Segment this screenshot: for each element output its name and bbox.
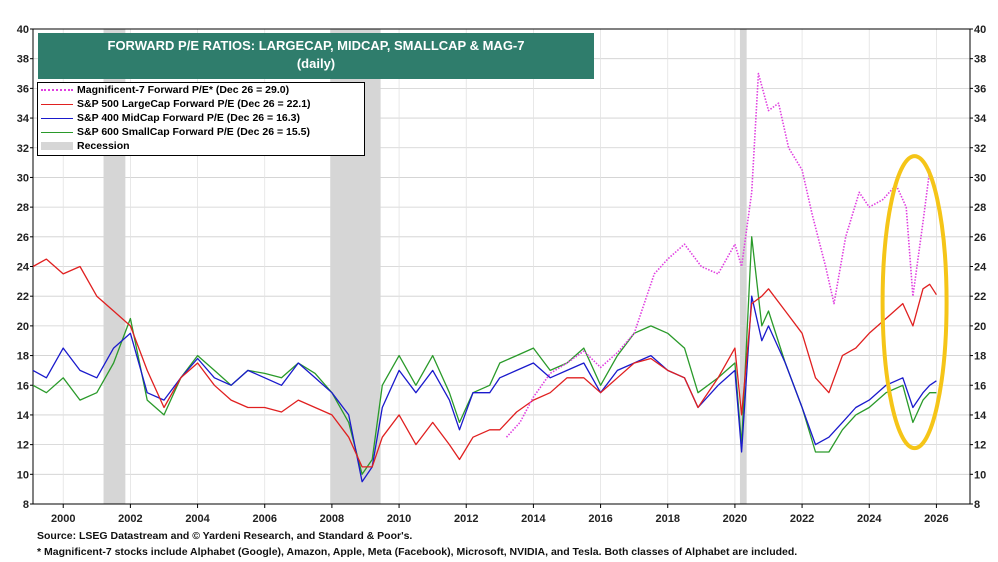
legend-item-mid: S&P 400 MidCap Forward P/E (Dec 26 = 16.…	[38, 111, 364, 125]
legend-item-small: S&P 600 SmallCap Forward P/E (Dec 26 = 1…	[38, 125, 364, 139]
y-tick-label-right: 14	[974, 410, 987, 422]
x-tick-label: 2004	[185, 513, 210, 525]
y-tick-label-left: 20	[17, 321, 29, 333]
y-tick-label-left: 18	[17, 351, 29, 363]
series-line-mag7	[505, 72, 938, 438]
x-tick-label: 2006	[252, 513, 276, 525]
x-tick-label: 2024	[857, 513, 882, 525]
recession-band	[739, 29, 747, 504]
y-tick-label-right: 10	[974, 469, 986, 481]
y-tick-label-left: 32	[17, 143, 29, 155]
legend-label-spx: S&P 500 LargeCap Forward P/E (Dec 26 = 2…	[77, 98, 311, 110]
y-tick-label-left: 26	[17, 232, 29, 244]
x-tick-label: 2014	[521, 513, 546, 525]
series-line-mid	[32, 295, 937, 483]
legend-swatch-mid	[41, 117, 73, 119]
x-tick-label: 2020	[723, 513, 747, 525]
y-tick-label-left: 30	[17, 172, 29, 184]
x-tick-label: 2016	[588, 513, 612, 525]
y-tick-label-left: 36	[17, 83, 29, 95]
y-tick-label-left: 40	[17, 24, 29, 36]
x-tick-label: 2000	[51, 513, 75, 525]
y-tick-label-right: 8	[974, 499, 980, 511]
y-tick-label-right: 30	[974, 172, 986, 184]
y-tick-label-left: 28	[17, 202, 29, 214]
y-axis-left: 8 10 12 14 16 18 20 22 24 26 28 30 32 34 36 38 40	[17, 24, 33, 511]
x-tick-label: 2010	[387, 513, 411, 525]
legend-swatch-mag7	[41, 89, 73, 91]
y-tick-label-right: 36	[974, 83, 986, 95]
y-axis-right: 8 10 12 14 16 18 20 22 24 26 28 30 32 34 36 38 40	[970, 24, 987, 511]
legend-label-recession: Recession	[77, 140, 130, 152]
highlight-ellipse	[880, 154, 949, 451]
legend-swatch-spx	[41, 103, 73, 105]
legend-swatch-small	[41, 131, 73, 133]
y-tick-label-left: 22	[17, 291, 29, 303]
y-tick-label-right: 28	[974, 202, 986, 214]
y-tick-label-left: 14	[17, 410, 30, 422]
y-tick-label-right: 12	[974, 440, 986, 452]
y-tick-label-left: 12	[17, 440, 29, 452]
y-tick-label-left: 10	[17, 469, 29, 481]
footnote: * Magnificent-7 stocks include Alphabet …	[37, 546, 798, 558]
legend-label-mag7: Magnificent-7 Forward P/E* (Dec 26 = 29.…	[77, 84, 290, 96]
series-line-small	[32, 236, 937, 475]
y-tick-label-right: 20	[974, 321, 986, 333]
y-tick-label-right: 22	[974, 291, 986, 303]
x-axis: 2000 2002 2004 2006 2008 2010 2012 2014 2016 2018…	[51, 504, 949, 525]
legend-label-mid: S&P 400 MidCap Forward P/E (Dec 26 = 16.…	[77, 112, 301, 124]
gridlines	[33, 28, 970, 505]
legend: Magnificent-7 Forward P/E* (Dec 26 = 29.…	[37, 82, 365, 156]
x-tick-label: 2018	[655, 513, 679, 525]
chart-title: FORWARD P/E RATIOS: LARGECAP, MIDCAP, SM…	[107, 38, 525, 53]
y-tick-label-right: 16	[974, 380, 986, 392]
chart-subtitle: (daily)	[296, 56, 336, 71]
x-tick-label: 2022	[790, 513, 814, 525]
series-lines	[32, 72, 938, 483]
x-tick-label: 2012	[454, 513, 478, 525]
legend-label-small: S&P 600 SmallCap Forward P/E (Dec 26 = 1…	[77, 126, 310, 138]
y-tick-label-right: 34	[974, 113, 987, 125]
series-line-spx	[32, 258, 937, 468]
legend-item-mag7: Magnificent-7 Forward P/E* (Dec 26 = 29.…	[38, 83, 364, 97]
y-tick-label-left: 24	[17, 262, 30, 274]
y-tick-label-right: 18	[974, 351, 986, 363]
y-tick-label-right: 24	[974, 262, 987, 274]
source-note: Source: LSEG Datastream and © Yardeni Re…	[37, 530, 413, 542]
y-tick-label-right: 32	[974, 143, 986, 155]
x-tick-label: 2002	[118, 513, 142, 525]
y-tick-label-left: 34	[17, 113, 30, 125]
chart-title-box: FORWARD P/E RATIOS: LARGECAP, MIDCAP, SM…	[38, 33, 594, 79]
legend-swatch-recession	[41, 142, 73, 150]
x-tick-label: 2008	[320, 513, 344, 525]
y-tick-label-right: 38	[974, 54, 986, 66]
legend-item-recession: Recession	[38, 139, 364, 153]
y-tick-label-right: 40	[974, 24, 986, 36]
y-tick-label-right: 26	[974, 232, 986, 244]
y-tick-label-left: 38	[17, 54, 29, 66]
y-tick-label-left: 8	[23, 499, 29, 511]
legend-item-spx: S&P 500 LargeCap Forward P/E (Dec 26 = 2…	[38, 97, 364, 111]
x-tick-label: 2026	[924, 513, 948, 525]
y-tick-label-left: 16	[17, 380, 29, 392]
